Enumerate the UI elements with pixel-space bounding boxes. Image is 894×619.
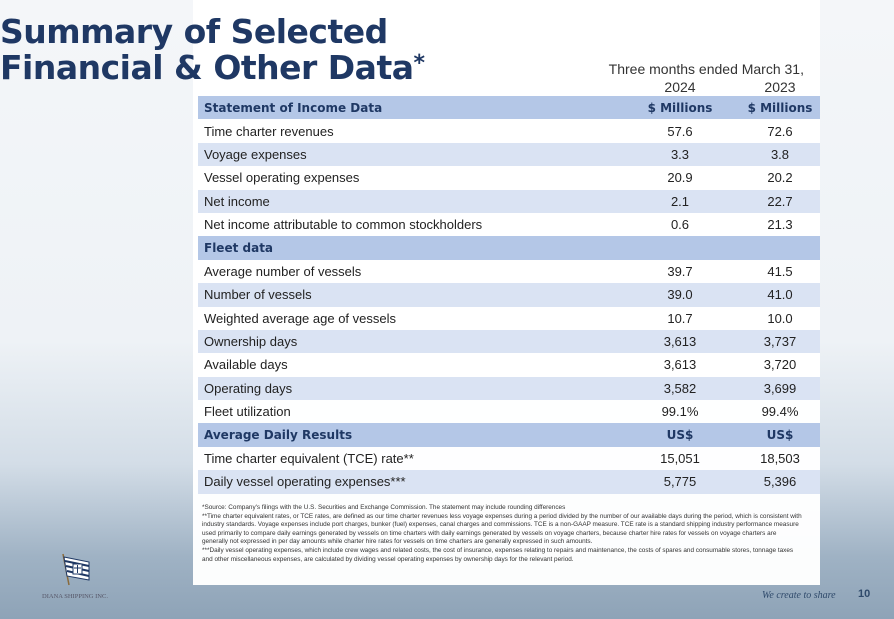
page-title: Summary of Selected Financial & Other Da… [0, 14, 425, 86]
value-2023: 72.6 [767, 123, 793, 139]
value-2024: 57.6 [667, 123, 693, 139]
year-2024: 2024 [664, 79, 696, 95]
company-logo: DIANA SHIPPING INC. [30, 552, 120, 600]
row-label: Voyage expenses [198, 142, 620, 167]
section-header: Statement of Income Data $ Millions $ Mill… [198, 96, 820, 120]
value-2024: 3,582 [620, 376, 740, 401]
value-2024: 15,051 [660, 451, 700, 467]
table-row: Ownership days 3,613 3,737 [198, 329, 820, 354]
year-2023: 2023 [764, 79, 796, 95]
section-title: Fleet data [198, 236, 620, 260]
value-2023: 41.5 [767, 263, 793, 279]
value-2024: 20.9 [667, 170, 693, 186]
page-number: 10 [858, 588, 871, 600]
value-2024: 5,775 [620, 470, 740, 494]
value-2024: 3.3 [620, 142, 740, 167]
row-label: Net income attributable to common stockh… [204, 217, 483, 233]
row-label: Average number of vessels [204, 263, 362, 279]
value-2023: 22.7 [740, 189, 820, 213]
value-2024: 39.7 [667, 263, 693, 279]
row-label: Fleet utilization [204, 404, 291, 420]
unit-2024: US$ [620, 423, 740, 447]
title-footnote-mark: * [413, 51, 426, 76]
unit-2023: $ Millions [740, 96, 820, 120]
financial-table: Statement of Income Data $ Millions $ Mill… [198, 96, 820, 494]
value-2023: 5,396 [740, 470, 820, 494]
title-line-1: Summary of Selected [0, 12, 388, 51]
value-2024: 10.7 [667, 310, 693, 326]
value-2024: 2.1 [620, 189, 740, 213]
table-row: Time charter equivalent (TCE) rate** 15,0… [198, 447, 820, 470]
value-2024: 39.0 [620, 283, 740, 307]
table-row: Weighted average age of vessels 10.7 10.0 [198, 307, 820, 330]
table-row: Net income attributable to common stockh… [198, 213, 820, 236]
value-2024: 3,613 [620, 329, 740, 354]
row-label: Vessel operating expenses [204, 170, 360, 186]
row-label: Time charter revenues [204, 123, 334, 139]
table-row: Operating days 3,582 3,699 [198, 376, 820, 401]
table-row: Daily vessel operating expenses*** 5,775 5… [198, 470, 820, 494]
table-row: Average number of vessels 39.7 41.5 [198, 260, 820, 283]
value-2024: 0.6 [670, 217, 690, 233]
section-title: Average Daily Results [198, 423, 620, 447]
unit-2023 [740, 236, 820, 260]
footnote-source: *Source: Company's filings with the U.S.… [202, 504, 566, 511]
row-label: Number of vessels [198, 283, 620, 307]
value-2023: 21.3 [767, 217, 793, 233]
value-2023: 3.8 [740, 142, 820, 167]
tagline: We create to share [762, 590, 836, 601]
table-row: Available days 3,613 3,720 [198, 353, 820, 376]
company-name: DIANA SHIPPING INC. [42, 593, 108, 600]
value-2023: 41.0 [740, 283, 820, 307]
title-line-2: Financial & Other Data [0, 48, 414, 87]
table-row: Fleet utilization 99.1% 99.4% [198, 400, 820, 423]
unit-2024: $ Millions [620, 96, 740, 120]
section-header: Fleet data [198, 236, 820, 260]
row-label: Time charter equivalent (TCE) rate** [204, 451, 414, 467]
value-2024: 3,613 [663, 357, 697, 373]
footnote-tce: **Time charter equivalent rates, or TCE … [202, 512, 802, 546]
table-row: Net income 2.1 22.7 [198, 189, 820, 213]
value-2023: 3,720 [763, 357, 797, 373]
row-label: Available days [204, 357, 288, 373]
row-label: Daily vessel operating expenses*** [198, 470, 620, 494]
value-2023: 3,737 [740, 329, 820, 354]
table-row: Vessel operating expenses 20.9 20.2 [198, 166, 820, 189]
value-2024: 99.1% [661, 404, 699, 420]
unit-2023: US$ [740, 423, 820, 447]
value-2023: 20.2 [767, 170, 793, 186]
section-header: Average Daily Results US$ US$ [198, 423, 820, 447]
value-2023: 18,503 [760, 451, 800, 467]
row-label: Weighted average age of vessels [204, 310, 396, 326]
table-row: Number of vessels 39.0 41.0 [198, 283, 820, 307]
period-label: Three months ended March 31, [608, 61, 804, 77]
unit-2024 [620, 236, 740, 260]
table-row: Voyage expenses 3.3 3.8 [198, 142, 820, 167]
row-label: Net income [198, 189, 620, 213]
flag-icon [62, 553, 90, 586]
value-2023: 99.4% [761, 404, 799, 420]
section-title: Statement of Income Data [198, 96, 620, 120]
footnote-opex: ***Daily vessel operating expenses, whic… [202, 546, 794, 563]
row-label: Ownership days [198, 329, 620, 354]
value-2023: 10.0 [767, 310, 793, 326]
footnotes: *Source: Company's filings with the U.S.… [202, 504, 802, 564]
row-label: Operating days [198, 376, 620, 401]
value-2023: 3,699 [740, 376, 820, 401]
table-row: Time charter revenues 57.6 72.6 [198, 119, 820, 142]
